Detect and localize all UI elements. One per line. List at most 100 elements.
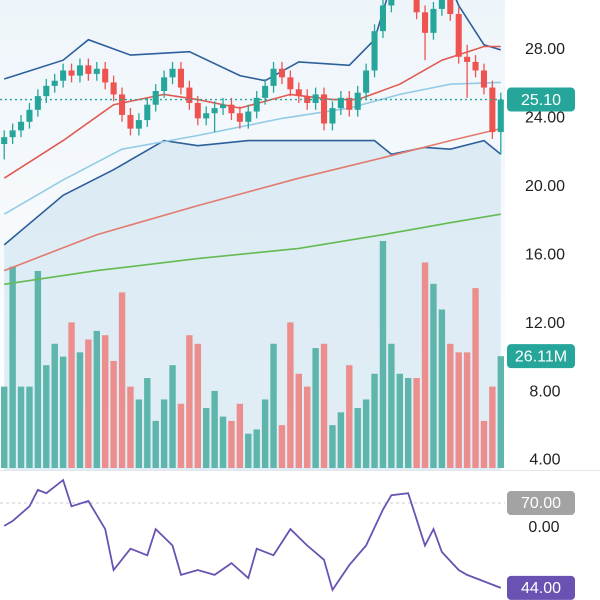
candle-body	[447, 0, 454, 15]
y-tick-label: 28.00	[525, 41, 565, 58]
y-tick-label: 16.00	[525, 246, 565, 263]
candle-body	[312, 94, 319, 103]
volume-bar	[93, 330, 100, 468]
volume-bar	[169, 365, 176, 468]
candle-body	[413, 0, 420, 13]
volume-bar	[447, 343, 454, 468]
candle-body	[186, 87, 193, 103]
rsi-label: 0.00	[528, 519, 559, 536]
candle-body	[438, 0, 445, 9]
moving-average	[4, 213, 501, 286]
volume-bar	[337, 412, 345, 468]
price-panel	[0, 0, 505, 470]
candle-body	[220, 104, 227, 109]
volume-bar	[388, 343, 395, 468]
candle-body	[119, 94, 126, 115]
volume-bar	[304, 386, 311, 468]
volume-bar	[346, 365, 353, 468]
candle-body	[152, 91, 159, 105]
volume-bar	[312, 348, 319, 468]
volume-bar	[135, 399, 143, 468]
volume-bar	[396, 373, 403, 468]
candle-body	[245, 111, 252, 122]
volume-bar	[43, 365, 50, 468]
candle-body	[68, 70, 75, 76]
candle-body	[161, 77, 168, 91]
volume-bar	[480, 420, 488, 468]
volume-bar	[186, 335, 193, 468]
volume-bar	[152, 420, 159, 468]
volume-bar	[371, 373, 378, 468]
candle-body	[262, 85, 269, 98]
volume-bar	[177, 403, 185, 468]
candle-body	[464, 56, 471, 62]
volume-bar	[329, 425, 336, 468]
volume-bar	[211, 390, 218, 468]
y-tick-label: 4.00	[529, 452, 560, 469]
volume-bar	[219, 416, 227, 468]
candle-body	[169, 68, 176, 78]
candle-body	[346, 97, 353, 110]
candle-body	[1, 137, 8, 145]
volume-bar	[26, 386, 33, 468]
candle-body	[177, 68, 184, 88]
candle-body	[253, 97, 260, 112]
volume-bar	[455, 352, 462, 468]
candle-body	[127, 114, 134, 129]
volume-badge-bg	[507, 344, 575, 369]
candle-body	[287, 77, 294, 90]
volume-bar	[59, 356, 67, 468]
candle-body	[9, 130, 16, 138]
volume-bar	[85, 339, 92, 468]
volume-bar	[194, 343, 201, 468]
rsi-line	[3, 478, 502, 593]
candle-body	[228, 104, 235, 114]
candle-body	[354, 92, 361, 110]
candle-body	[480, 70, 487, 88]
moving-average	[3, 81, 501, 215]
volume-bar	[228, 420, 235, 468]
moving-average	[3, 0, 502, 82]
candle-body	[76, 65, 83, 76]
volume-bar	[76, 352, 84, 468]
rsi-badge: 44.00	[521, 580, 561, 597]
volume-bar	[236, 403, 244, 468]
y-tick-label: 20.00	[525, 178, 565, 195]
axis: 0.00 28.00 24.00 20.00 16.00 12.00 8.00 4.00 25…	[507, 41, 575, 600]
volume-bar	[203, 408, 210, 468]
candle-body	[60, 70, 67, 81]
volume-bar	[253, 429, 260, 468]
candle-body	[270, 68, 277, 86]
price-badge-bg	[507, 87, 575, 112]
volume-bar	[1, 386, 8, 468]
volume-bar	[110, 360, 117, 468]
volume-bar	[413, 378, 420, 468]
candle-body	[110, 82, 117, 95]
volume-bar	[68, 322, 75, 468]
volume-bar	[9, 266, 16, 468]
volume-bar	[144, 378, 151, 468]
candle-body	[295, 89, 302, 97]
candle-body	[430, 8, 437, 33]
candle-body	[18, 121, 25, 131]
volume-bar	[245, 433, 252, 468]
candle-body	[51, 80, 58, 86]
volume-bar	[354, 408, 361, 468]
volume-bar	[34, 270, 42, 468]
candle-body	[329, 108, 336, 124]
candle-body	[379, 5, 386, 32]
candle-body	[489, 87, 496, 133]
volume-bar	[127, 386, 134, 468]
volume-bar	[160, 399, 168, 468]
rsi-badge-bg	[507, 575, 575, 600]
volume-bar	[287, 322, 294, 468]
rsi-panel	[0, 478, 505, 593]
candle-body	[85, 65, 92, 74]
candle-body	[43, 85, 50, 97]
candle-body	[236, 113, 243, 122]
rsi-tick-badge-bg	[507, 491, 575, 516]
candle-body	[388, 0, 395, 6]
candle-body	[422, 12, 429, 33]
volume-bar	[430, 283, 437, 468]
